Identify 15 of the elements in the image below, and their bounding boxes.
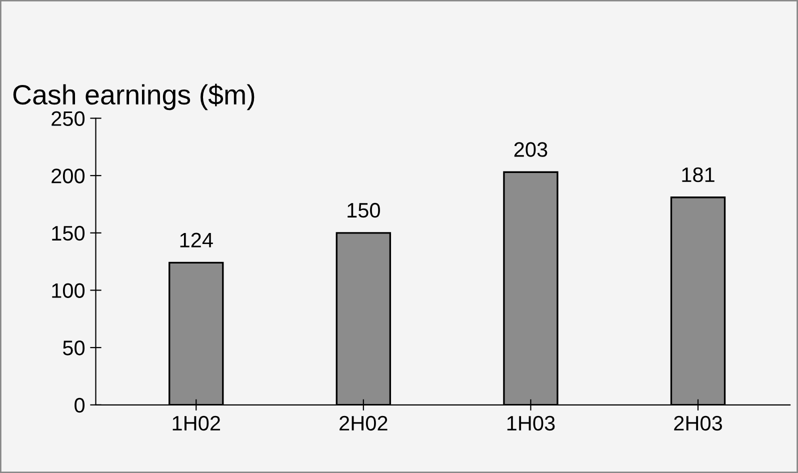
data-label: 203: [514, 142, 548, 157]
x-tick-label: 1H02: [172, 416, 220, 431]
y-tick-label: 150: [52, 226, 85, 241]
chart-title: Cash earnings ($m): [13, 84, 254, 110]
x-tick-label: 1H03: [507, 416, 555, 431]
y-tick-label: 0: [74, 398, 85, 413]
data-label: 124: [180, 232, 213, 248]
x-tick-label: 2H03: [674, 416, 722, 431]
y-tick-label: 50: [63, 340, 85, 356]
y-tick-label: 200: [52, 168, 85, 184]
y-tick-label: 100: [52, 283, 85, 298]
data-label: 181: [682, 167, 714, 182]
y-tick-label: 250: [52, 111, 85, 126]
data-label: 150: [348, 202, 380, 218]
x-tick-label: 2H02: [340, 416, 388, 431]
